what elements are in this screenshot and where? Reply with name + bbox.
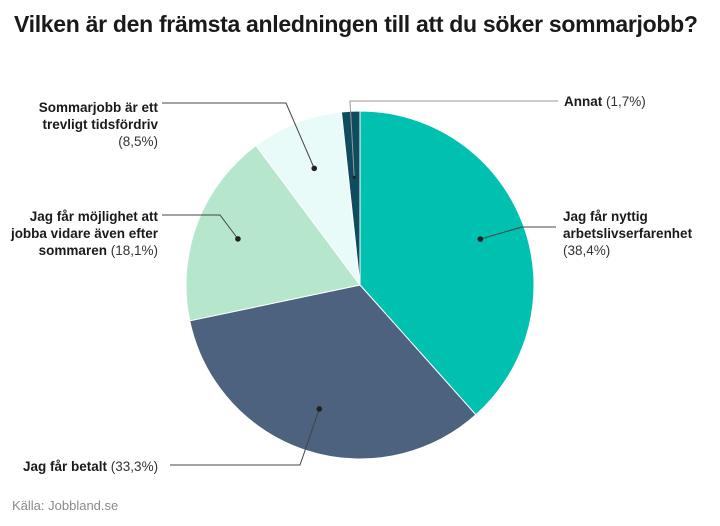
label-erfarenhet: Jag får nyttig arbetslivserfarenhet (38,… (563, 208, 703, 259)
leader-line-tidsfordriv (162, 102, 315, 169)
label-mojlighet-text: Jag får möjlighet att jobba vidare även … (10, 209, 158, 258)
label-mojlighet: Jag får möjlighet att jobba vidare även … (10, 208, 158, 259)
label-erfarenhet-text: Jag får nyttig arbetslivserfarenhet (563, 209, 693, 241)
leader-dot-annat (352, 175, 356, 179)
leader-dot-tidsfordriv (311, 165, 318, 172)
label-annat-value: (1,7%) (606, 94, 646, 109)
pie-slice-betalt (189, 284, 477, 460)
label-betalt-value: (33,3%) (110, 459, 159, 474)
source-note: Källa: Jobbland.se (12, 498, 119, 513)
chart-title: Vilken är den främsta anledningen till a… (14, 11, 698, 37)
leader-dot-erfarenhet (477, 236, 484, 242)
label-tidsfordriv-value: (8,5%) (118, 134, 158, 149)
leader-dot-betalt (316, 406, 323, 412)
label-betalt-text: Jag får betalt (23, 459, 108, 474)
leader-line-betalt (170, 408, 320, 466)
label-tidsfordriv: Sommarjobb är ett trevligt tidsfördriv (… (20, 99, 158, 150)
label-mojlighet-value: (18,1%) (110, 243, 158, 258)
leader-line-erfarenhet (480, 226, 556, 240)
pie-slice-mojlighet (185, 144, 361, 322)
leader-dot-mojlighet (235, 236, 241, 242)
pie-slice-tidsfordriv (255, 111, 361, 287)
label-annat: Annat (1,7%) (564, 93, 714, 110)
pie-slice-erfarenhet (359, 110, 535, 416)
label-tidsfordriv-text: Sommarjobb är ett trevligt tidsfördriv (38, 100, 158, 132)
label-erfarenhet-value: (38,4%) (563, 243, 611, 258)
label-annat-text: Annat (564, 94, 603, 109)
label-betalt: Jag får betalt (33,3%) (23, 458, 173, 475)
leader-line-mojlighet (162, 214, 239, 240)
leader-line-annat (349, 100, 558, 178)
